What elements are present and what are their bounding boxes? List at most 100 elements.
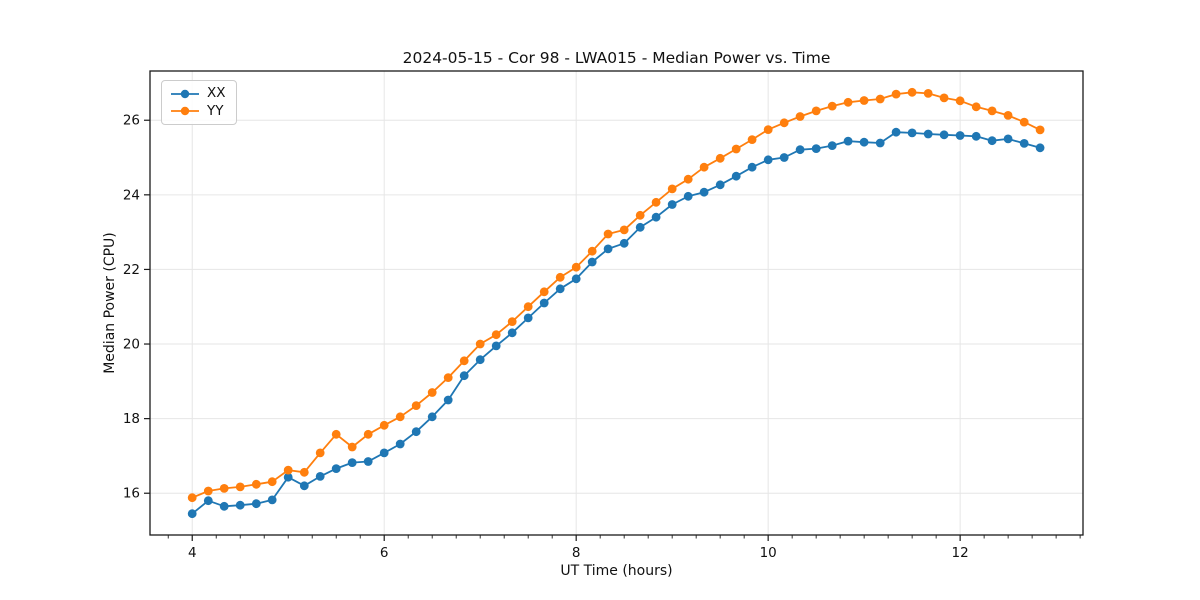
data-point-marker-yy	[219, 484, 229, 493]
data-point-marker-yy	[1019, 117, 1029, 127]
data-point-marker-yy	[971, 102, 981, 112]
data-point-marker-yy	[811, 106, 821, 116]
data-point-marker-yy	[731, 144, 741, 154]
data-point-marker-xx	[587, 257, 597, 267]
data-point-marker-xx	[427, 412, 437, 422]
data-point-marker-xx	[267, 495, 277, 505]
data-point-marker-yy	[1035, 125, 1045, 135]
chart-title: 2024-05-15 - Cor 98 - LWA015 - Median Po…	[402, 49, 831, 67]
x-axis-label: UT Time (hours)	[560, 563, 673, 579]
y-tick-label: 16	[123, 486, 140, 502]
data-point-marker-xx	[603, 244, 613, 254]
data-point-marker-xx	[491, 341, 501, 351]
data-point-marker-yy	[395, 412, 405, 422]
x-tick-label: 4	[188, 545, 197, 561]
data-point-marker-yy	[523, 302, 533, 312]
y-axis-label: Median Power (CPU)	[102, 232, 118, 374]
data-point-marker-xx	[763, 155, 773, 165]
data-point-marker-yy	[747, 135, 757, 145]
data-point-marker-yy	[251, 479, 261, 489]
data-point-marker-xx	[971, 131, 981, 141]
data-point-marker-yy	[699, 162, 709, 172]
legend: XX YY	[161, 80, 237, 125]
data-point-marker-yy	[235, 482, 245, 492]
plot-border	[149, 70, 1084, 536]
data-point-marker-yy	[907, 87, 917, 97]
data-point-marker-yy	[939, 93, 949, 103]
data-point-marker-yy	[283, 465, 293, 475]
data-point-marker-xx	[619, 238, 629, 248]
data-point-marker-xx	[395, 439, 405, 449]
data-point-marker-xx	[283, 472, 293, 482]
data-point-marker-yy	[891, 89, 901, 99]
data-point-marker-xx	[363, 457, 373, 466]
data-point-marker-yy	[651, 197, 661, 207]
data-point-marker-xx	[907, 128, 917, 138]
data-point-marker-yy	[763, 125, 773, 134]
data-point-marker-yy	[427, 388, 437, 397]
data-point-marker-xx	[1035, 143, 1045, 153]
data-point-marker-xx	[987, 136, 997, 146]
data-point-marker-xx	[1003, 134, 1013, 144]
data-point-marker-xx	[891, 127, 901, 137]
data-point-marker-yy	[475, 339, 485, 349]
data-point-marker-xx	[235, 500, 245, 510]
x-tick-label: 8	[572, 545, 581, 561]
data-point-marker-xx	[923, 129, 933, 139]
data-point-marker-yy	[187, 493, 197, 503]
x-tick-label: 12	[952, 545, 969, 561]
data-point-marker-xx	[571, 274, 581, 284]
data-point-marker-xx	[715, 180, 725, 190]
data-point-marker-yy	[715, 153, 725, 163]
legend-line-marker-xx	[171, 89, 199, 98]
data-point-marker-yy	[1003, 111, 1013, 120]
data-point-marker-yy	[411, 401, 421, 410]
legend-item-xx: XX	[170, 86, 226, 101]
y-tick-label: 20	[123, 337, 140, 353]
data-point-marker-yy	[987, 106, 997, 116]
data-point-marker-xx	[379, 448, 389, 458]
data-point-marker-xx	[459, 371, 469, 381]
data-point-marker-yy	[379, 420, 389, 430]
data-point-marker-xx	[811, 144, 821, 154]
legend-line-marker-yy	[171, 107, 199, 116]
data-point-marker-xx	[779, 153, 789, 162]
data-point-marker-xx	[507, 328, 517, 338]
data-point-marker-xx	[731, 171, 741, 181]
series-line-yy	[191, 91, 1041, 499]
data-point-marker-xx	[843, 136, 853, 146]
data-point-marker-xx	[795, 145, 805, 155]
data-point-marker-xx	[827, 141, 837, 151]
data-point-marker-yy	[779, 118, 789, 128]
data-point-marker-yy	[635, 210, 645, 220]
data-point-marker-yy	[875, 94, 885, 104]
data-point-marker-xx	[539, 298, 549, 308]
data-point-marker-xx	[1019, 139, 1029, 148]
data-point-marker-yy	[555, 272, 565, 282]
data-point-marker-xx	[299, 481, 309, 491]
data-point-marker-yy	[795, 112, 805, 121]
data-point-marker-xx	[187, 509, 197, 519]
data-point-marker-yy	[203, 486, 213, 496]
data-point-marker-yy	[267, 477, 277, 487]
x-tick-label: 10	[760, 545, 777, 561]
data-point-marker-yy	[603, 229, 613, 239]
data-point-marker-yy	[347, 442, 357, 452]
data-point-marker-yy	[859, 96, 869, 105]
data-point-marker-yy	[827, 101, 837, 111]
y-tick-label: 26	[123, 113, 140, 129]
data-point-marker-yy	[955, 96, 965, 106]
data-point-marker-yy	[587, 246, 597, 256]
data-point-marker-yy	[619, 225, 629, 235]
y-tick-label: 24	[123, 187, 140, 203]
data-point-marker-yy	[331, 429, 341, 439]
data-point-marker-xx	[331, 464, 341, 473]
data-point-marker-xx	[203, 496, 213, 506]
data-point-marker-yy	[491, 330, 501, 340]
data-point-marker-xx	[635, 222, 645, 232]
data-point-marker-xx	[555, 284, 565, 294]
data-point-marker-xx	[475, 355, 485, 365]
data-point-marker-xx	[667, 200, 677, 209]
data-point-marker-xx	[955, 131, 965, 140]
